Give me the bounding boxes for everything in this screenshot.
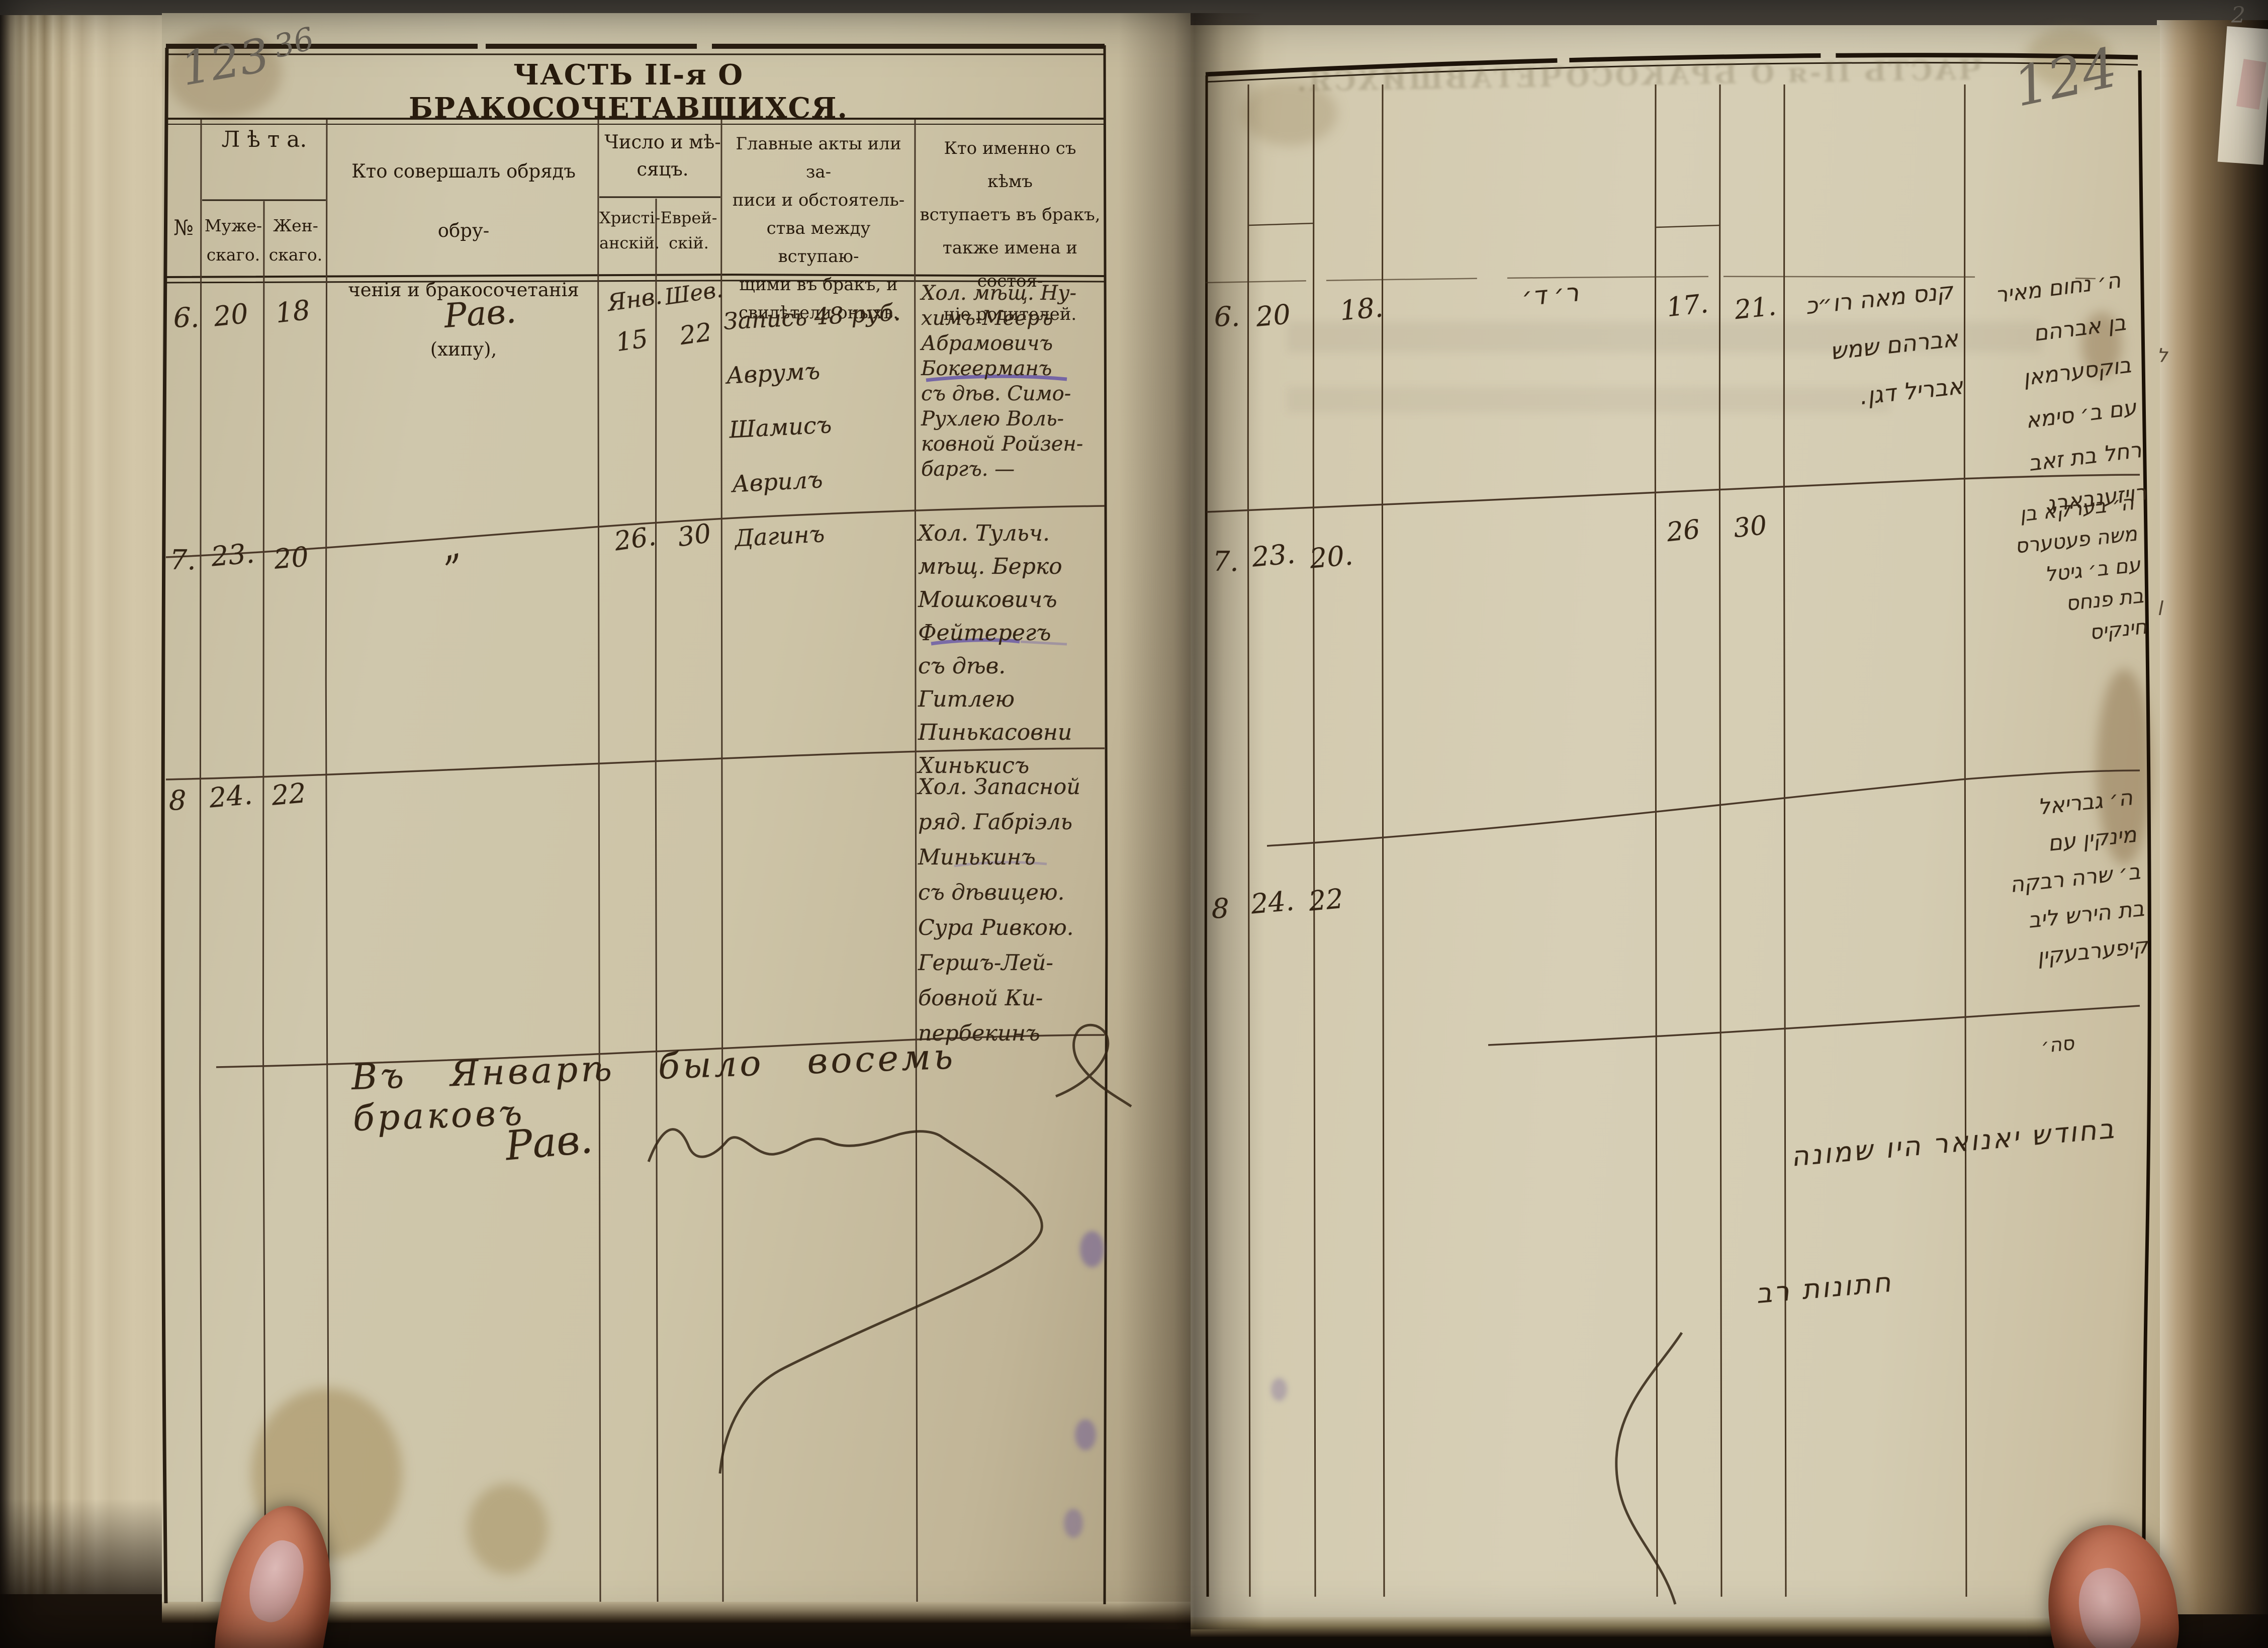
date-christian-day: 26. bbox=[612, 521, 658, 557]
groom-age: 20 bbox=[212, 297, 250, 333]
col-header-date-jewish: Еврей- скій. bbox=[660, 208, 717, 252]
stain bbox=[2081, 312, 2122, 377]
ink-smudge-violet bbox=[1064, 1509, 1083, 1538]
date-jewish-day: 30 bbox=[676, 518, 713, 553]
acts-cell: Запись 48 руб. Аврумъ Шамисъ Аврилъ Даги… bbox=[722, 298, 901, 552]
record-no: 6. bbox=[1214, 301, 1240, 332]
bride-age: 20 bbox=[273, 541, 310, 575]
page-title: ЧАСТЬ II-я О БРАКОСОЧЕТАВШИХСЯ. bbox=[409, 58, 848, 125]
ink-smudge-violet bbox=[1080, 1231, 1104, 1267]
col-header-names: Кто именно съ кѣмъ вступаетъ въ бракъ, т… bbox=[920, 138, 1101, 324]
ghost-bleed-band bbox=[1287, 387, 1890, 412]
bride-age: 20. bbox=[1308, 539, 1354, 575]
right-page-bottom-edge bbox=[1191, 1617, 2160, 1637]
fingernail-right bbox=[2072, 1563, 2147, 1648]
col-header-female: Жен- скаго. bbox=[268, 216, 323, 265]
groom-age: 24. bbox=[1249, 885, 1296, 920]
page-stack-left-shadow bbox=[0, 1499, 181, 1648]
corner-page-mark: 2 bbox=[2231, 3, 2245, 28]
record-no: 7. bbox=[170, 544, 196, 576]
date-b: 21. bbox=[1733, 291, 1778, 326]
bride-age: 22 bbox=[1307, 883, 1345, 917]
date-a: 17. bbox=[1665, 288, 1710, 323]
col-header-years: Л ѣ т а. bbox=[221, 127, 307, 152]
date-jewish-day: 22 bbox=[678, 317, 714, 351]
groom-age: 24. bbox=[208, 778, 254, 814]
stain bbox=[166, 28, 282, 118]
margin-note: סה׳ bbox=[2040, 1031, 2075, 1058]
col-header-male: Муже- скаго. bbox=[204, 216, 262, 265]
col-header-date-christian: Христі- анскій. bbox=[599, 208, 661, 252]
left-page-bottom-edge bbox=[162, 1602, 1191, 1623]
record-no: 8 bbox=[1212, 893, 1229, 924]
margin-mark: ל bbox=[2157, 344, 2168, 367]
margin-mark: ן bbox=[2158, 593, 2163, 616]
col-header-date-group: Число и мѣ- сяцъ. bbox=[604, 131, 721, 180]
names-cell: Хол. Запасной ряд. Габріэль Минькинъ съ … bbox=[918, 774, 1080, 1046]
bride-age: 22 bbox=[270, 777, 308, 812]
names-cell: Хол. Тульч. мѣщ. Берко Мошковичъ Фейтере… bbox=[918, 521, 1072, 778]
signature-rav-label: Рав. bbox=[503, 1115, 595, 1170]
fingernail-left bbox=[241, 1534, 312, 1628]
col-header-officiant: Кто совершалъ обрядъ обру- ченія и брако… bbox=[348, 160, 579, 360]
record-no: 8 bbox=[169, 785, 187, 816]
acts-cell-hebrew: קנס מאה רו״כ אברהם שמש אבריל דגן. bbox=[1804, 277, 1964, 410]
ghost-bleed-band bbox=[1287, 322, 2041, 352]
ink-smudge-violet bbox=[1075, 1419, 1096, 1450]
stain bbox=[468, 1484, 548, 1574]
date-a: 26 bbox=[1665, 514, 1702, 548]
bride-age: 18. bbox=[1338, 291, 1385, 327]
groom-age: 23. bbox=[1250, 538, 1297, 573]
col-header-no: № bbox=[173, 215, 194, 240]
page-stack-left bbox=[0, 15, 171, 1594]
date-b: 30 bbox=[1732, 510, 1769, 544]
names-cell-hebrew: ה׳ בערקא בן משה פעטערס עם ב׳ גיטל בת פנח… bbox=[2014, 491, 2148, 645]
page-stack-right bbox=[2157, 20, 2268, 1614]
names-cell-hebrew: ה׳ גבריאל מינקין עם ב׳ שרה רבקה בת הירש … bbox=[2009, 785, 2150, 970]
record-no: 7. bbox=[1213, 546, 1239, 577]
groom-age: 20 bbox=[1254, 298, 1292, 333]
ink-smudge-violet bbox=[1271, 1378, 1287, 1401]
bride-age: 18 bbox=[274, 294, 312, 329]
names-cell: Хол. мѣщ. Ну- химъ-Мееръ Абрамовичъ Боке… bbox=[921, 282, 1083, 481]
date-christian-day: 15 bbox=[614, 323, 650, 358]
groom-age: 23. bbox=[210, 537, 256, 573]
record-no: 6. bbox=[173, 302, 200, 333]
